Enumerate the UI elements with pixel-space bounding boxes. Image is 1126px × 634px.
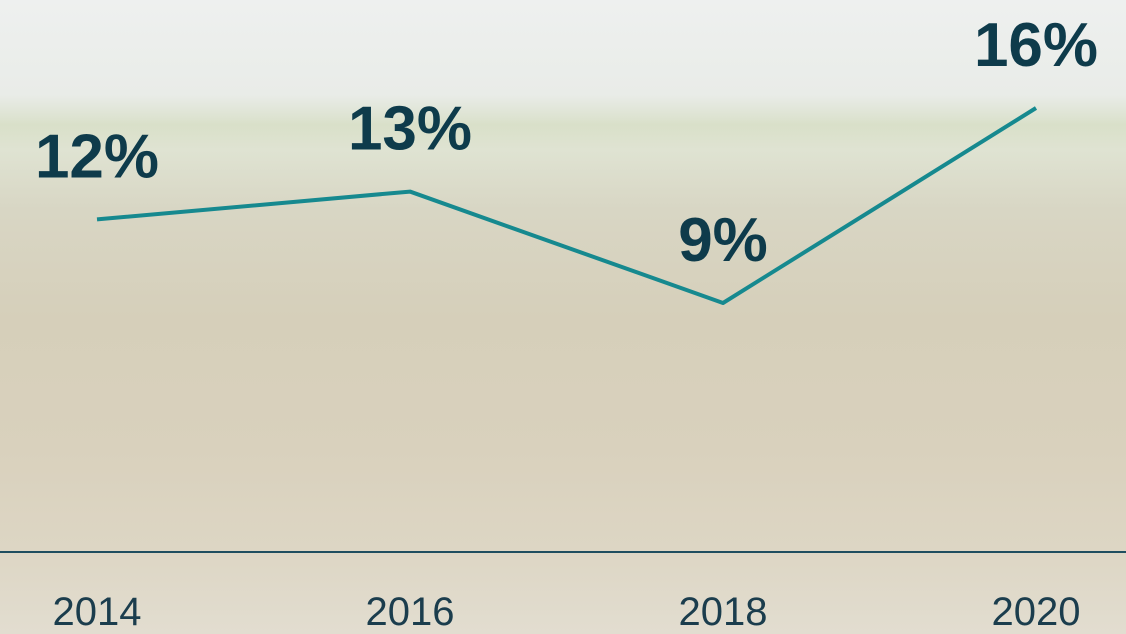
data-label: 12% [35,122,159,191]
page: 201420162018202012%13%9%16% (() => { con… [0,0,1126,634]
x-tick-label: 2018 [679,590,768,634]
data-label: 13% [348,95,472,164]
data-label: 9% [678,206,768,275]
data-line [97,108,1036,303]
x-tick-label: 2016 [366,590,455,634]
x-tick-label: 2020 [992,590,1081,634]
chart: 2014 2016 2018 2020 12% 13% 9% 16% [0,0,1126,634]
data-label: 16% [974,11,1098,80]
x-tick-label: 2014 [53,590,142,634]
